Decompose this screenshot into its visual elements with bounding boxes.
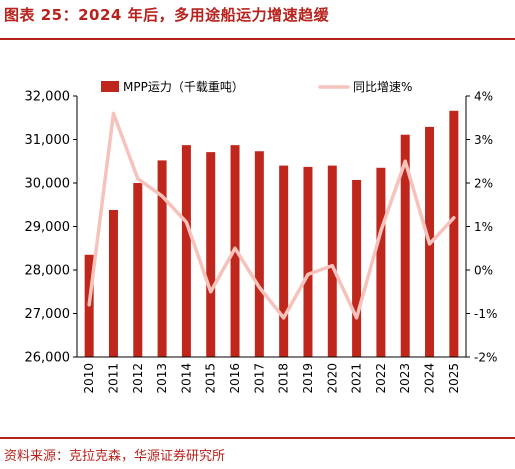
right-tick-label: 1% [474, 220, 493, 234]
bar-2013 [157, 160, 167, 357]
right-tick-label: 3% [474, 133, 493, 147]
title-rule [0, 38, 515, 40]
left-tick-label: 27,000 [25, 307, 71, 322]
x-tick-label: 2017 [252, 363, 266, 394]
x-tick-label: 2024 [423, 363, 437, 394]
x-tick-label: 2015 [204, 363, 218, 394]
right-tick-label: 4% [474, 90, 493, 104]
left-tick-label: 31,000 [25, 133, 71, 148]
right-tick-label: 0% [474, 264, 493, 278]
x-tick-label: 2012 [131, 363, 145, 394]
legend-label-bar: MPP运力（千载重吨） [123, 80, 244, 94]
bar-2021 [352, 179, 362, 357]
bar-2014 [181, 145, 191, 357]
x-tick-label: 2018 [277, 363, 291, 394]
left-tick-label: 28,000 [25, 264, 71, 279]
bar-2015 [206, 152, 216, 357]
bar-2023 [400, 134, 410, 357]
bar-2022 [376, 167, 386, 357]
bar-2018 [279, 165, 289, 357]
bar-2017 [254, 151, 264, 357]
left-tick-label: 29,000 [25, 220, 71, 235]
x-tick-label: 2010 [82, 363, 96, 394]
right-tick-label: -2% [474, 351, 497, 365]
x-tick-label: 2021 [350, 363, 364, 394]
bar-2019 [303, 166, 313, 357]
bar-2012 [133, 183, 143, 357]
left-tick-label: 26,000 [25, 351, 71, 366]
x-tick-label: 2020 [325, 363, 339, 394]
source-note: 资料来源：克拉克森，华源证券研究所 [4, 449, 226, 464]
x-tick-label: 2022 [374, 363, 388, 394]
figure-title: 图表 25：2024 年后，多用途船运力增速趋缓 [4, 6, 330, 24]
source-rule [0, 437, 515, 439]
x-tick-label: 2025 [447, 363, 461, 394]
bar-2025 [449, 110, 459, 357]
x-tick-label: 2011 [106, 363, 120, 394]
left-tick-label: 30,000 [25, 177, 71, 192]
combo-chart: 26,000 27,000 28,000 29,000 30,000 31,000 32,0… [25, 80, 498, 394]
bar-2020 [327, 165, 337, 357]
growth-line [87, 111, 456, 320]
right-tick-label: -1% [474, 307, 497, 321]
x-tick-label: 2013 [155, 363, 169, 394]
legend-swatch-bar [101, 81, 119, 92]
x-tick-label: 2016 [228, 363, 242, 394]
x-tick-label: 2023 [398, 363, 412, 394]
legend-label-line: 同比增速% [353, 80, 412, 94]
bar-2011 [108, 209, 118, 357]
x-tick-label: 2014 [179, 363, 193, 394]
right-tick-label: 2% [474, 177, 493, 191]
x-tick-label: 2019 [301, 363, 315, 394]
left-tick-label: 32,000 [25, 90, 71, 105]
